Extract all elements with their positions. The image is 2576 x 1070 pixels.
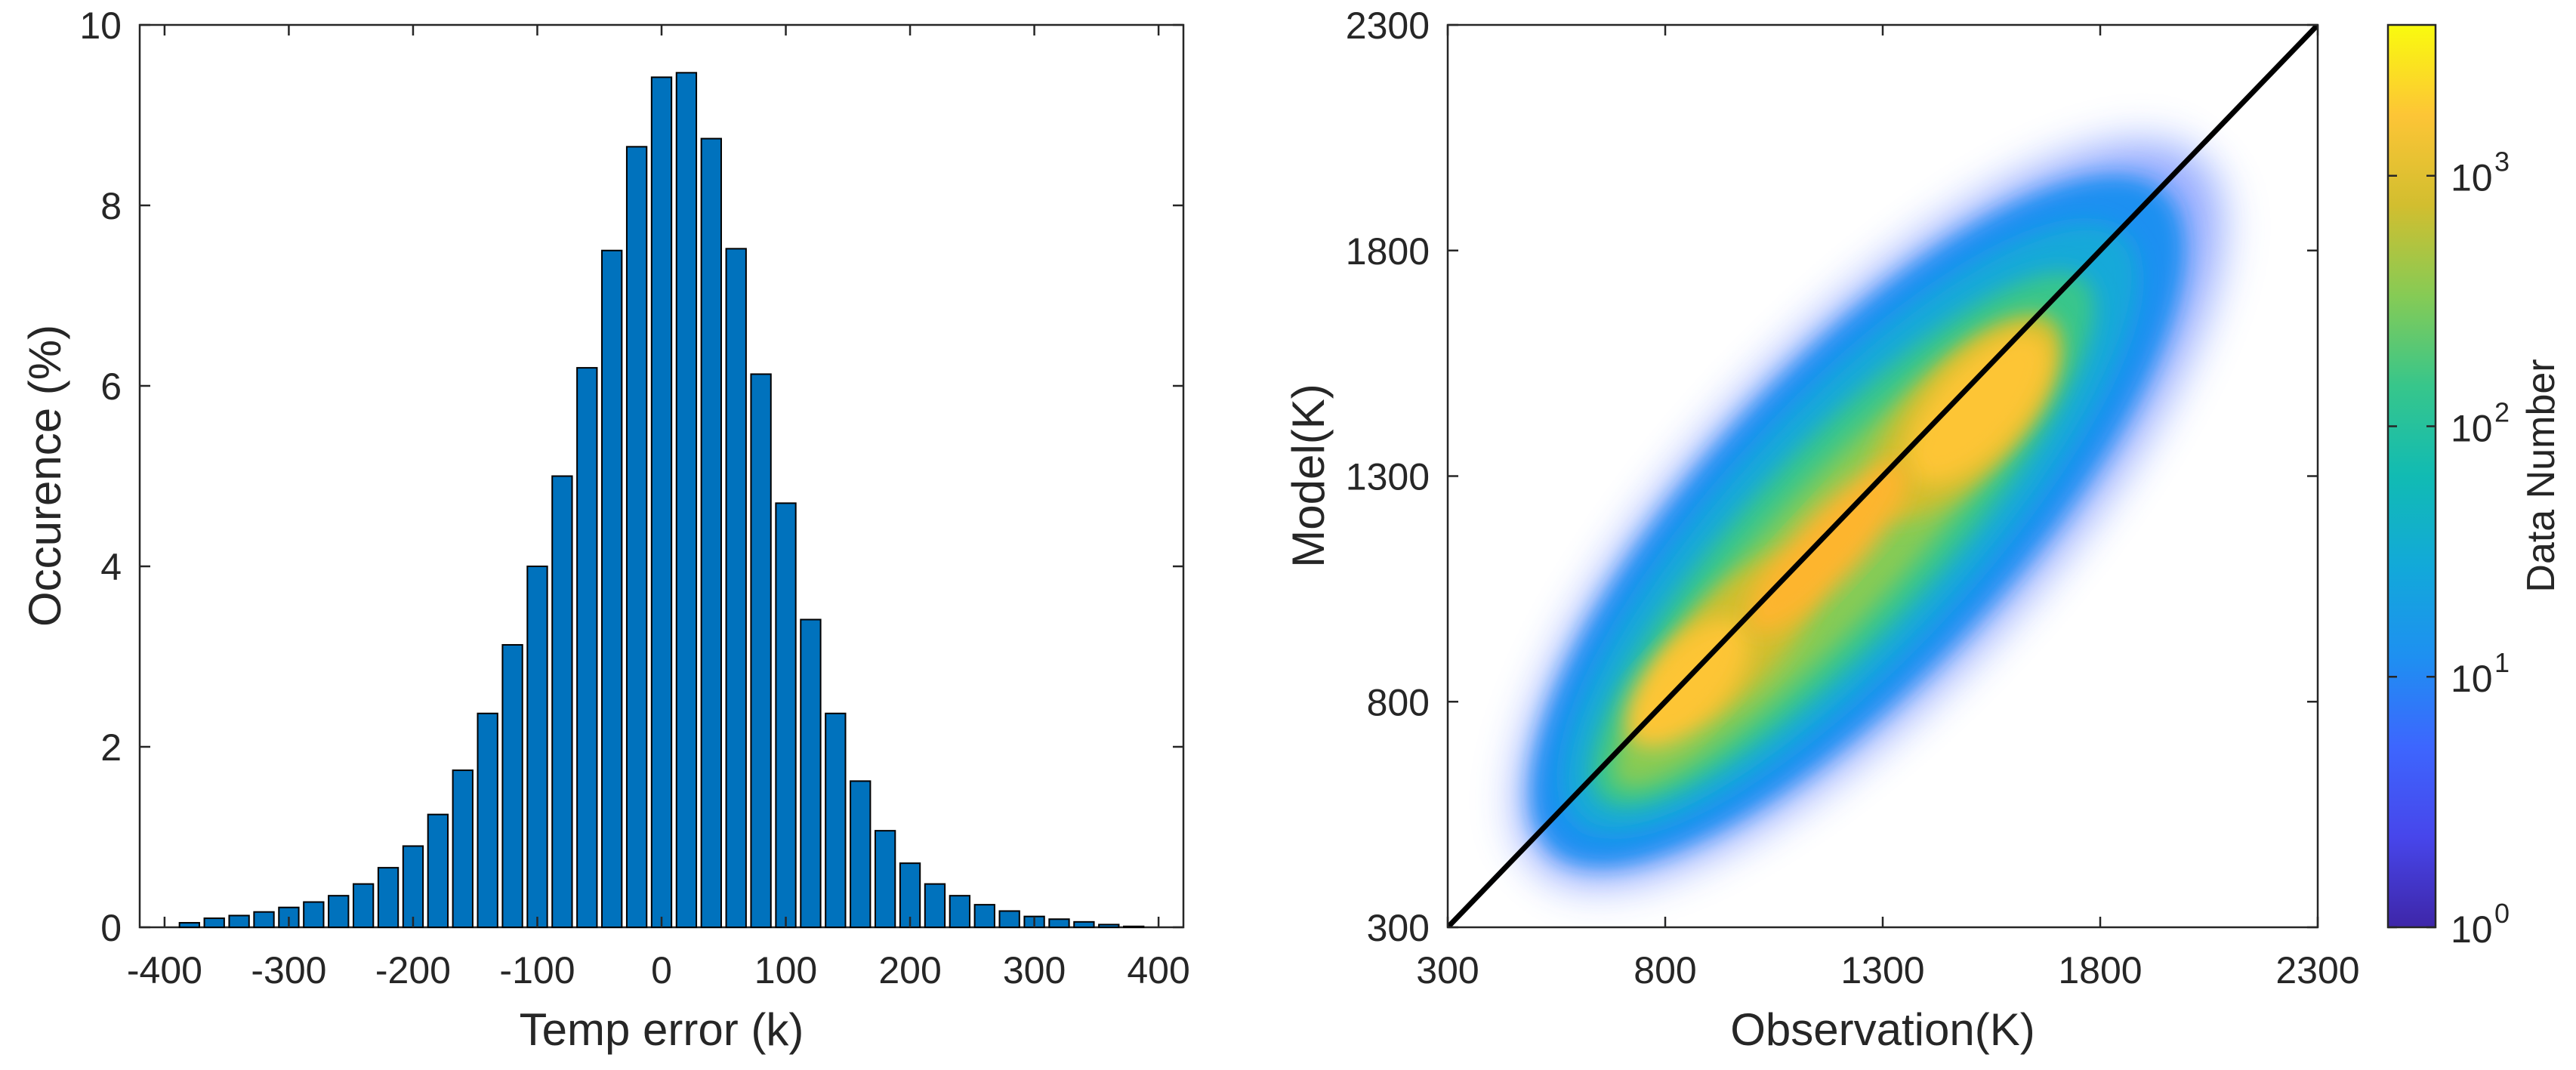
histogram-x-tick-label: -300	[251, 949, 326, 991]
histogram-bar	[203, 917, 225, 929]
histogram-bar	[1073, 920, 1095, 928]
scatter-y-tick-label: 2300	[1346, 5, 1430, 47]
scatter-y-tick-label: 300	[1367, 907, 1430, 949]
histogram-bars	[178, 72, 1145, 929]
histogram-bar	[178, 922, 200, 929]
histogram-bar	[253, 911, 275, 929]
scatter-x-tick-label: 800	[1634, 949, 1696, 991]
histogram-bar	[998, 910, 1020, 928]
histogram-bar	[973, 904, 995, 928]
colorbar-tick-base: 10	[2451, 658, 2493, 700]
colorbar-tick-label: 10 1	[2451, 647, 2510, 700]
density-core-high	[1906, 332, 2051, 483]
histogram-x-tick-label: -100	[499, 949, 575, 991]
histogram-bar	[825, 712, 847, 928]
scatter-x-tick-label: 1800	[2058, 949, 2142, 991]
colorbar-tick-exponent: 1	[2494, 647, 2510, 678]
histogram-bar	[1048, 918, 1070, 928]
colorbar-tick-base: 10	[2451, 908, 2493, 951]
colorbar-tick-label: 10 2	[2451, 396, 2510, 449]
histogram-y-ticks: 0 2 4 6 8 10	[79, 5, 1183, 949]
scatter-x-ticks: 300 800 1300 1800 2300	[1416, 25, 2360, 991]
histogram-bar	[228, 914, 250, 928]
histogram-bar	[477, 712, 498, 928]
histogram-bar	[402, 845, 424, 928]
histogram-y-tick-label: 10	[79, 5, 122, 47]
density-scatter-chart: 300 800 1300 1800 2300 300 800 1300 1800 2300 Ob…	[1283, 5, 2360, 1055]
histogram-x-tick-label: 0	[651, 949, 672, 991]
histogram-y-tick-label: 4	[100, 546, 122, 588]
histogram-bar	[303, 901, 325, 929]
colorbar-label: Data Number	[2519, 359, 2563, 592]
histogram-bar	[625, 146, 648, 929]
histogram-bar	[675, 72, 698, 929]
histogram-bar	[452, 769, 474, 928]
density-cloud	[1516, 140, 2223, 887]
histogram-y-axis-label: Occurence (%)	[20, 325, 70, 627]
colorbar-tick-exponent: 0	[2494, 898, 2510, 929]
scatter-y-axis-label: Model(K)	[1283, 384, 1334, 567]
histogram-y-tick-label: 2	[100, 726, 122, 769]
histogram-bar	[427, 813, 449, 928]
histogram-bar	[775, 502, 797, 928]
identity-reference-line	[1448, 25, 2318, 927]
histogram-bar	[328, 895, 350, 929]
scatter-y-tick-label: 1800	[1346, 230, 1430, 273]
histogram-bar	[352, 883, 375, 929]
histogram-x-axis-label: Temp error (k)	[520, 1004, 804, 1055]
scatter-y-tick-label: 800	[1367, 681, 1430, 723]
density-core-mid	[1746, 461, 1909, 634]
histogram-y-tick-label: 6	[100, 365, 122, 408]
histogram-bar	[1098, 924, 1120, 929]
colorbar-tick-base: 10	[2451, 157, 2493, 199]
colorbar-tick-label: 10 0	[2451, 898, 2510, 951]
histogram-bar	[377, 867, 400, 929]
histogram-x-ticks: -400 -300 -200 -100 0 100 200 300 400	[127, 25, 1190, 991]
histogram-y-tick-label: 8	[100, 185, 122, 227]
histogram-x-tick-label: 300	[1003, 949, 1066, 991]
histogram-bar	[874, 830, 896, 929]
histogram-bar	[526, 566, 548, 928]
histogram-bar	[949, 895, 971, 929]
colorbar-tick-exponent: 2	[2494, 396, 2510, 427]
histogram-bar	[899, 862, 921, 929]
histogram-bar	[601, 249, 623, 928]
histogram-x-tick-label: 100	[754, 949, 817, 991]
scatter-x-tick-label: 2300	[2275, 949, 2359, 991]
density-core-low	[1626, 619, 1750, 748]
histogram-bar	[850, 780, 872, 929]
scatter-x-tick-label: 1300	[1840, 949, 1924, 991]
scatter-y-tick-label: 1300	[1346, 456, 1430, 498]
scatter-x-tick-label: 300	[1416, 949, 1479, 991]
histogram-y-tick-label: 0	[100, 907, 122, 949]
histogram-bar	[650, 76, 673, 928]
histogram-bar	[501, 643, 523, 929]
histogram-bar	[551, 475, 573, 928]
histogram-x-tick-label: -200	[375, 949, 451, 991]
histogram-bar	[576, 367, 598, 929]
colorbar-tick-exponent: 3	[2494, 146, 2510, 177]
histogram-x-tick-label: 200	[878, 949, 941, 991]
scatter-y-ticks: 300 800 1300 1800 2300	[1346, 5, 2318, 949]
histogram-bar	[700, 137, 722, 929]
histogram-bar	[800, 618, 822, 928]
colorbar-tick-base: 10	[2451, 407, 2493, 449]
histogram-bar	[725, 248, 747, 928]
histogram-bar	[750, 373, 772, 928]
histogram-chart: -400 -300 -200 -100 0 100 200 300 400 0 2 4 6 8 10 Te…	[20, 5, 1190, 1055]
histogram-x-tick-label: -400	[127, 949, 202, 991]
histogram-bar	[924, 883, 946, 929]
scatter-x-axis-label: Observation(K)	[1730, 1004, 2035, 1055]
colorbar-tick-label: 10 3	[2451, 146, 2510, 199]
colorbar-gradient	[2386, 23, 2437, 929]
histogram-x-tick-label: 400	[1127, 949, 1189, 991]
